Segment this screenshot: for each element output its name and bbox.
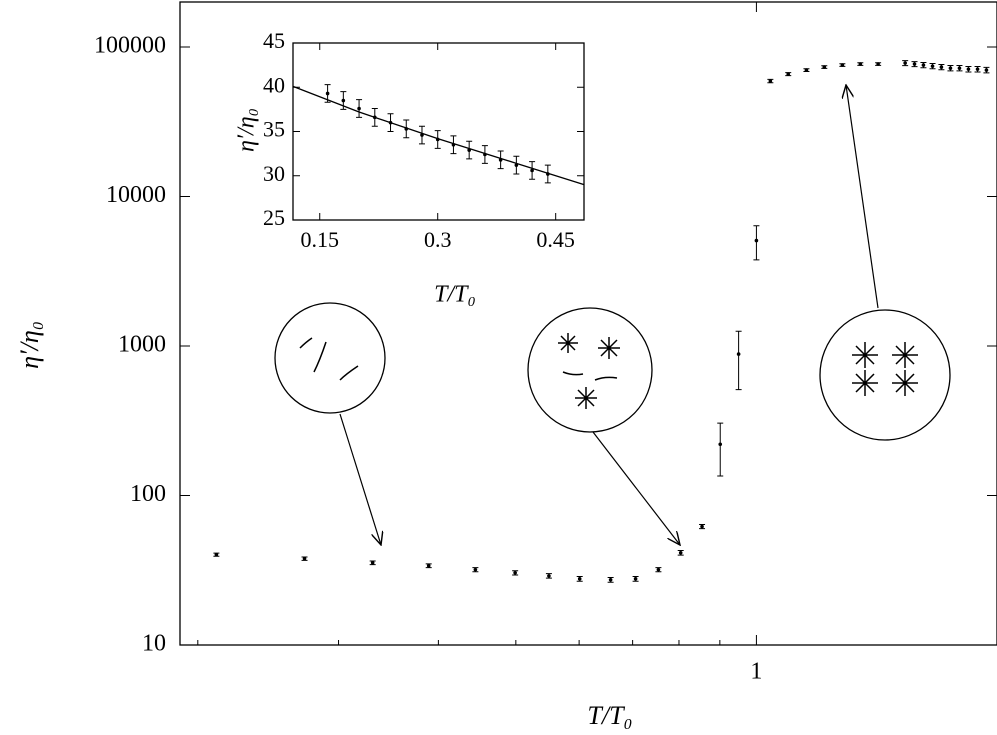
data-point [966, 67, 971, 71]
data-point [948, 66, 953, 70]
data-point [768, 79, 773, 83]
data-point [804, 68, 809, 72]
plot-frame [292, 42, 585, 221]
y-tick-label: 45 [263, 28, 285, 53]
data-point [678, 550, 683, 555]
y-tick-label: 1000 [118, 332, 166, 358]
circle-network [819, 309, 951, 441]
y-tick-label: 10 [142, 631, 166, 657]
x-axis-label: T/T₀ [587, 701, 632, 730]
data-point [608, 577, 613, 582]
arrow [846, 85, 879, 309]
y-tick-label: 100000 [94, 33, 166, 59]
data-point [876, 62, 880, 66]
x-tick-label: 0.3 [424, 227, 452, 252]
data-point [840, 63, 845, 67]
error-bar [735, 330, 742, 391]
y-tick-label: 25 [263, 205, 285, 230]
data-point [325, 91, 330, 96]
data-point [214, 552, 219, 557]
data-point [513, 571, 517, 575]
data-point [736, 352, 741, 356]
data-point [577, 577, 582, 581]
data-point [530, 168, 534, 173]
data-point [302, 556, 307, 561]
data-point [426, 563, 431, 568]
data-point [718, 442, 723, 447]
arrow [339, 413, 381, 545]
data-point [341, 98, 346, 103]
data-point [957, 66, 962, 70]
y-tick-label: 35 [263, 117, 285, 142]
data-point [357, 106, 361, 111]
data-point [939, 65, 944, 69]
data-point [921, 63, 926, 67]
y-axis-label: η′/η₀ [15, 321, 44, 369]
plot: 25 30 35 40 45 0.15 0.3 0.45 T/T₀ η′/η₀ [234, 28, 585, 308]
illustrations [274, 85, 951, 545]
circle-mixed [527, 307, 653, 433]
fit-line [292, 85, 585, 186]
data-point [786, 72, 791, 76]
x-tick-label: 0.15 [300, 227, 339, 252]
data-point [473, 567, 478, 572]
circle-dilute [274, 302, 386, 414]
y-axis-label: η′/η₀ [234, 108, 260, 152]
data-point [633, 577, 638, 581]
micelles [558, 333, 620, 409]
chains [299, 337, 359, 381]
data-point [984, 68, 989, 72]
x-tick-label: 0.45 [536, 227, 575, 252]
data-point [754, 238, 759, 243]
data-point [370, 560, 375, 565]
y-tick-label: 10000 [106, 182, 166, 208]
data-point [903, 61, 907, 65]
data-point [700, 524, 704, 529]
data-point [975, 67, 980, 71]
x-axis-label: T/T₀ [434, 282, 476, 308]
y-tick-label: 100 [130, 481, 166, 507]
x-tick-label: 1 [750, 659, 762, 685]
error-bar [753, 225, 760, 261]
data-point [912, 62, 917, 66]
data-point [858, 62, 863, 66]
y-tick-label: 40 [263, 72, 285, 97]
network [852, 342, 918, 396]
data-point [547, 574, 551, 578]
data-point [930, 64, 935, 68]
arrow [592, 431, 680, 545]
data-point [656, 567, 661, 572]
error-bar [717, 422, 724, 477]
data-point [822, 65, 827, 69]
y-tick-label: 30 [263, 161, 285, 186]
